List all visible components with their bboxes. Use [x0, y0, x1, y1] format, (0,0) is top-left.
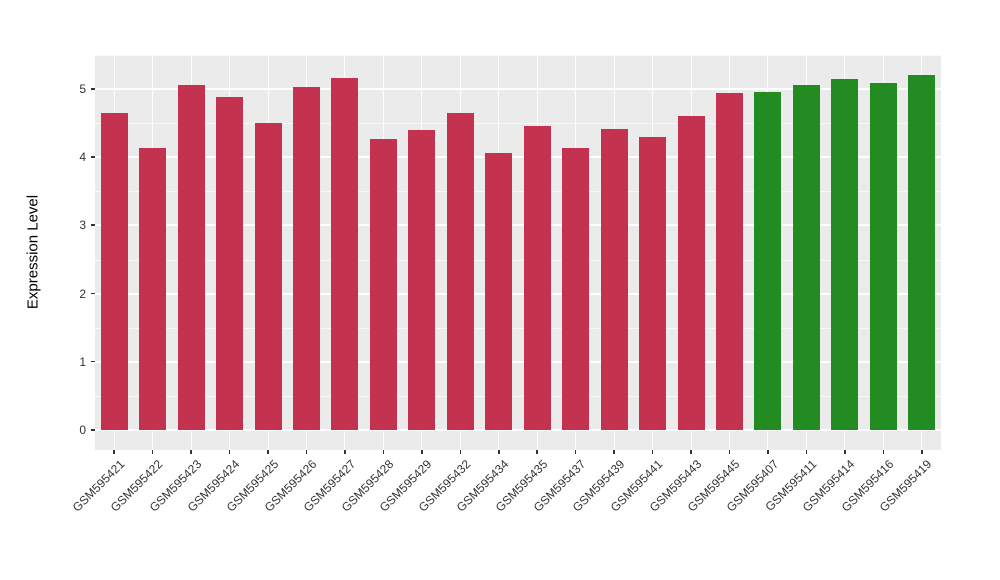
bar-GSM595443 — [677, 116, 705, 430]
bar-GSM595422 — [139, 148, 167, 430]
bar-GSM595437 — [562, 148, 590, 430]
bar-GSM595411 — [792, 85, 820, 430]
x-tick-mark — [574, 450, 577, 454]
x-tick-mark — [613, 450, 615, 454]
gridline-minor-y — [95, 259, 941, 261]
bar-GSM595439 — [600, 129, 628, 430]
gridline-minor-y — [95, 327, 941, 329]
bar-GSM595427 — [331, 78, 359, 430]
gridline-major-y — [95, 429, 941, 431]
y-tick-label: 2 — [79, 286, 86, 301]
gridline-major-y — [95, 88, 941, 91]
gridline-major-y — [95, 360, 941, 363]
x-tick-mark — [805, 450, 808, 454]
x-tick-mark — [421, 450, 423, 454]
x-tick-mark — [382, 450, 385, 454]
y-tick-label: 5 — [79, 82, 86, 97]
gridline-minor-y — [95, 123, 941, 125]
x-tick-mark — [151, 450, 154, 454]
bar-GSM595445 — [716, 93, 743, 430]
bar-GSM595414 — [831, 78, 859, 430]
x-tick-mark — [459, 450, 462, 454]
y-tick-label: 4 — [79, 150, 86, 165]
bar-GSM595435 — [523, 125, 551, 430]
y-tick-mark — [91, 292, 95, 295]
gridline-major-y — [95, 292, 941, 295]
plot-panel — [95, 55, 941, 450]
x-tick-mark — [536, 450, 538, 454]
gridline-minor-y — [95, 55, 941, 56]
bar-GSM595429 — [408, 130, 436, 430]
x-tick-mark — [651, 450, 654, 454]
y-tick-label: 3 — [79, 218, 86, 233]
x-tick-mark — [767, 450, 769, 454]
y-tick-label: 0 — [79, 423, 86, 437]
x-tick-mark — [344, 450, 346, 454]
gridline-major-y — [95, 156, 941, 159]
x-tick-mark — [228, 450, 231, 454]
bar-GSM595425 — [254, 123, 282, 430]
y-tick-mark — [91, 224, 95, 226]
y-tick-mark — [91, 360, 95, 363]
gridline-minor-y — [95, 395, 941, 397]
bar-GSM595419 — [908, 74, 936, 430]
bar-GSM595423 — [177, 85, 205, 430]
x-tick-mark — [844, 450, 846, 454]
gridline-minor-y — [95, 191, 941, 193]
bar-GSM595407 — [754, 91, 782, 430]
x-tick-mark — [882, 450, 885, 454]
x-tick-mark — [267, 450, 269, 454]
x-tick-mark — [113, 450, 115, 454]
bar-GSM595432 — [446, 112, 474, 430]
y-tick-mark — [91, 88, 95, 90]
x-tick-mark — [921, 450, 923, 454]
y-axis-title: Expression Level — [24, 194, 42, 310]
x-tick-mark — [305, 450, 308, 454]
bar-GSM595416 — [869, 82, 897, 430]
y-tick-mark — [91, 429, 95, 431]
x-tick-mark — [690, 450, 692, 454]
bar-GSM595421 — [100, 112, 128, 430]
bar-GSM595426 — [293, 87, 320, 430]
x-tick-mark — [498, 450, 500, 454]
y-tick-label: 1 — [79, 354, 86, 369]
bar-GSM595441 — [639, 136, 667, 430]
y-tick-mark — [91, 156, 95, 158]
x-tick-mark — [190, 450, 192, 454]
x-tick-mark — [728, 450, 731, 454]
bar-GSM595424 — [216, 96, 244, 430]
bar-GSM595428 — [369, 138, 397, 430]
bar-GSM595434 — [485, 152, 513, 430]
gridline-major-y — [95, 224, 941, 227]
